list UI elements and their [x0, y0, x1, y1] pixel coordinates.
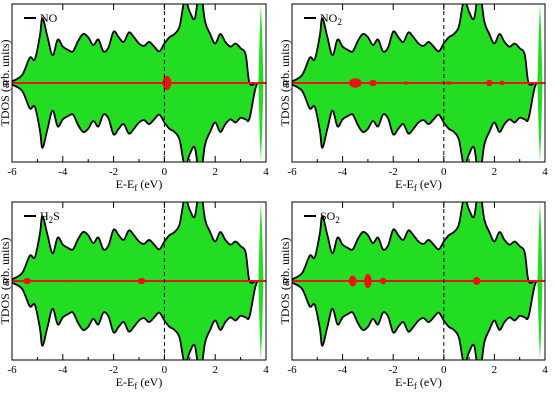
x-tick-label: 2: [492, 166, 498, 178]
plot-area: [12, 4, 266, 162]
x-tick-label: 4: [542, 166, 548, 178]
adsorbate-peak-3: [379, 277, 387, 285]
x-tick-label: -2: [109, 364, 118, 376]
spin-up-line: [12, 4, 266, 86]
x-tick-label: 0: [441, 364, 447, 376]
x-tick-label: -6: [7, 166, 17, 178]
y-axis-title: TDOS (arb. units): [278, 40, 292, 127]
legend-label: NO2: [320, 11, 342, 27]
x-tick-label: -4: [58, 166, 68, 178]
x-tick-label: 2: [212, 166, 218, 178]
spin-up-line: [292, 4, 545, 86]
tdos-panel-4: -6 -4 -2 0 2 40E-Ef (eV)TDOS (arb. units)SO2: [278, 201, 548, 391]
adsorbate-peak-3: [137, 277, 146, 285]
spin-down-line: [292, 279, 545, 360]
spin-up-fill: [12, 202, 266, 284]
adsorbate-peak-2: [369, 79, 377, 87]
adsorbate-peak-3: [403, 81, 409, 85]
tdos-panel-3: -6 -4 -2 0 2 40E-Ef (eV)TDOS (arb. units)H2S: [0, 201, 269, 391]
x-tick-label: -6: [287, 364, 297, 376]
plot-area: [12, 202, 266, 360]
adsorbate-peak-2: [60, 279, 76, 283]
legend-label: SO2: [320, 209, 340, 225]
legend-label: H2S: [40, 209, 60, 225]
x-axis-title: E-Ef (eV): [116, 177, 163, 193]
y-tick-label: 0: [3, 78, 9, 90]
adsorbate-peak-4: [445, 81, 453, 85]
y-axis-title: TDOS (arb. units): [0, 40, 12, 127]
spin-down-line: [12, 279, 266, 360]
spin-up-fill: [292, 202, 545, 284]
spin-down-fill: [12, 280, 266, 360]
y-axis-title: TDOS (arb. units): [278, 238, 292, 325]
adsorbate-peak-4: [472, 277, 481, 285]
x-axis-title: E-Ef (eV): [395, 375, 442, 391]
spin-down-fill: [12, 82, 266, 162]
y-tick-label: 0: [3, 276, 9, 288]
x-tick-label: 0: [441, 166, 447, 178]
spin-down-line: [12, 81, 266, 162]
adsorbate-peak-1: [348, 275, 357, 287]
x-tick-label: -6: [7, 364, 17, 376]
x-axis-title: E-Ef (eV): [116, 375, 163, 391]
x-tick-label: -2: [109, 166, 118, 178]
legend-label: NO: [40, 11, 58, 25]
adsorbate-peak-1: [348, 78, 362, 88]
spin-up-line: [12, 202, 266, 284]
y-tick-label: 0: [283, 276, 289, 288]
x-tick-label: -4: [338, 166, 348, 178]
tdos-panel-2: -6 -4 -2 0 2 40E-Ef (eV)TDOS (arb. units)NO2: [278, 3, 548, 193]
adsorbate-peak-2: [364, 273, 372, 289]
x-tick-label: -4: [58, 364, 68, 376]
y-tick-label: 0: [283, 78, 289, 90]
x-tick-label: -4: [338, 364, 348, 376]
adsorbate-peak-5: [486, 79, 493, 87]
adsorbate-peak-1: [162, 75, 172, 91]
spin-down-line: [292, 81, 545, 162]
x-tick-label: -6: [287, 166, 297, 178]
x-tick-label: 4: [263, 166, 269, 178]
spin-down-fill: [292, 82, 545, 162]
x-tick-label: 4: [263, 364, 269, 376]
x-tick-label: -2: [389, 364, 398, 376]
x-axis-title: E-Ef (eV): [395, 177, 442, 193]
adsorbate-peak-1: [23, 277, 32, 285]
plot-area: [292, 202, 545, 360]
adsorbate-peak-6: [499, 80, 505, 86]
x-tick-label: 2: [492, 364, 498, 376]
x-tick-label: 2: [212, 364, 218, 376]
plot-area: [292, 4, 545, 162]
spin-down-fill: [292, 280, 545, 360]
x-tick-label: -2: [389, 166, 398, 178]
x-tick-label: 0: [162, 364, 168, 376]
tdos-panel-1: -6 -4 -2 0 2 40E-Ef (eV)TDOS (arb. units)NO: [0, 3, 269, 193]
x-tick-label: 0: [162, 166, 168, 178]
spin-up-line: [292, 202, 545, 284]
y-axis-title: TDOS (arb. units): [0, 238, 12, 325]
x-tick-label: 4: [542, 364, 548, 376]
